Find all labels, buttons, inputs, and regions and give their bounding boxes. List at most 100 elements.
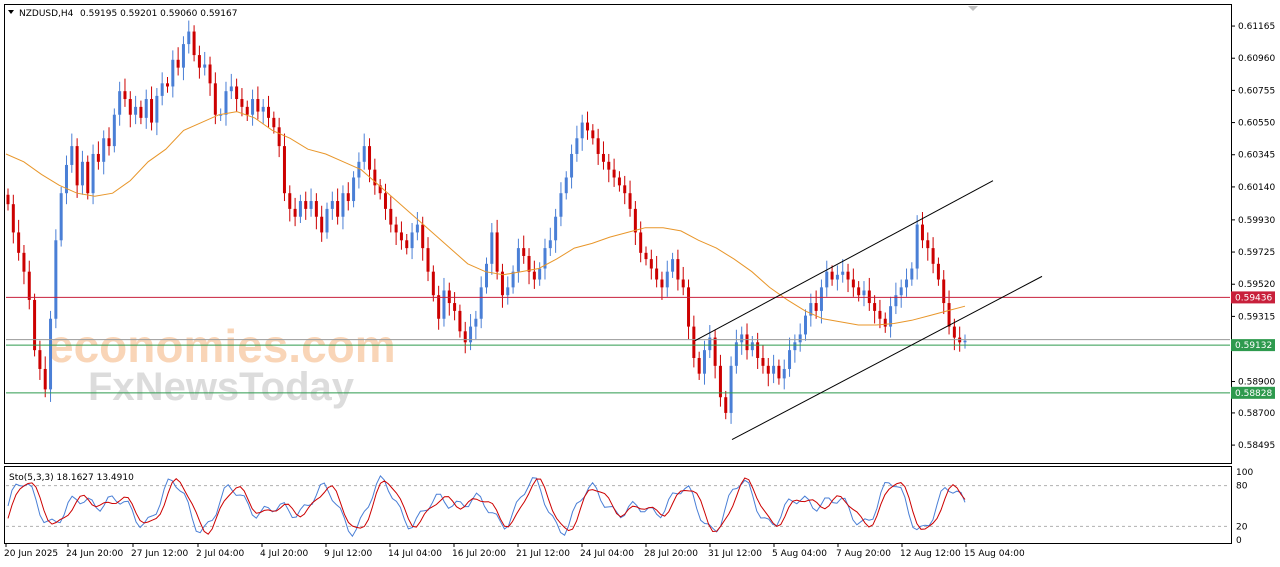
- candle-body: [724, 397, 728, 413]
- stochastic-main-line: [7, 475, 966, 538]
- candle-body: [251, 99, 255, 115]
- candle-body: [889, 306, 893, 327]
- candle-body: [830, 271, 834, 280]
- trend-channel: [694, 180, 1043, 441]
- candle-body: [293, 208, 297, 217]
- level-tag: [1231, 386, 1275, 399]
- candle-body: [500, 271, 504, 296]
- y-tick-label: 0.59725: [1238, 248, 1275, 258]
- candle-body: [718, 365, 722, 398]
- symbol-dropdown-icon[interactable]: [8, 10, 14, 14]
- candle-body: [601, 153, 605, 162]
- x-tick-label: 5 Aug 04:00: [772, 549, 827, 559]
- x-tick-label: 14 Jul 04:00: [388, 549, 442, 559]
- price-layer: [5, 20, 967, 424]
- y-tick-label: 0.58900: [1238, 378, 1275, 388]
- candle-body: [368, 146, 372, 170]
- candle-body: [777, 365, 781, 379]
- candle-body: [383, 193, 387, 209]
- candle-body: [352, 177, 356, 202]
- candle-body: [846, 271, 850, 280]
- candle-body: [160, 83, 164, 96]
- candle-body: [123, 91, 127, 100]
- candle-body: [261, 106, 265, 112]
- candle-body: [878, 310, 882, 319]
- candle-body: [772, 365, 776, 374]
- candle-body: [931, 248, 935, 264]
- candle-body: [458, 310, 462, 332]
- candle-body: [883, 318, 887, 327]
- candle-body: [389, 208, 393, 225]
- candle-body: [676, 259, 680, 280]
- candle-body: [841, 271, 845, 275]
- watermark-line2: FxNewsToday: [88, 365, 355, 409]
- candle-body: [867, 290, 871, 304]
- candle-body: [213, 83, 217, 115]
- candle-body: [91, 153, 95, 194]
- candle-body: [708, 337, 712, 351]
- candle-body: [527, 255, 531, 272]
- y-tick-label: 0.61165: [1238, 22, 1275, 32]
- candle-body: [825, 271, 829, 288]
- candle-body: [378, 185, 382, 194]
- candle-body: [942, 279, 946, 304]
- candle-body: [80, 161, 84, 186]
- candle-body: [272, 117, 276, 128]
- candle-body: [692, 326, 696, 358]
- candle-body: [43, 368, 47, 390]
- candle-body: [362, 146, 366, 162]
- candle-body: [894, 295, 898, 307]
- x-tick-label: 15 Aug 04:00: [964, 549, 1025, 559]
- candle-body: [96, 153, 100, 162]
- candle-body: [267, 106, 271, 118]
- x-axis: 20 Jun 2025 24 Jun 20:00 27 Jun 12:00 2 Jul…: [4, 543, 1025, 559]
- candle-body: [187, 31, 191, 45]
- candle-body: [633, 208, 637, 233]
- candle-body: [155, 95, 159, 123]
- candle-body: [49, 318, 53, 390]
- candle-body: [64, 164, 68, 194]
- candle-body: [607, 161, 611, 170]
- watermark-line1: economies.com: [48, 320, 396, 372]
- candle-body: [639, 232, 643, 253]
- candle-body: [309, 201, 313, 209]
- x-tick-label: 24 Jul 04:00: [580, 549, 634, 559]
- candle-body: [687, 287, 691, 327]
- scroll-marker-icon[interactable]: [968, 6, 978, 11]
- candle-body: [623, 185, 627, 194]
- candle-body: [857, 287, 861, 296]
- candle-body: [564, 177, 568, 194]
- candle-body: [697, 357, 701, 374]
- candle-body: [235, 86, 239, 100]
- candle-body: [107, 138, 111, 147]
- level-lines: 0.59436 0.59132 0.58828: [6, 291, 1275, 399]
- candle-body: [532, 271, 536, 280]
- candle-body: [17, 232, 21, 253]
- ohlc-readout: 0.59195 0.59201 0.59060 0.59167: [80, 9, 237, 19]
- candle-body: [11, 204, 15, 233]
- level-tag-label: 0.58828: [1235, 389, 1272, 399]
- candle-body: [118, 91, 122, 115]
- y-tick-label: 0.60140: [1238, 183, 1275, 193]
- candle-body: [963, 340, 967, 343]
- candle-body: [490, 232, 494, 264]
- candle-body: [915, 224, 919, 269]
- candle-body: [166, 83, 169, 87]
- candle-body: [649, 259, 653, 269]
- candle-body: [798, 334, 802, 343]
- channel-upper-line: [694, 180, 994, 342]
- candle-body: [453, 303, 457, 311]
- candle-body: [373, 169, 377, 186]
- y-tick-label: 0.59930: [1238, 216, 1275, 226]
- candle-body: [586, 122, 590, 131]
- candle-body: [192, 31, 196, 56]
- candle-body: [814, 303, 818, 311]
- candle-body: [128, 99, 132, 115]
- candle-body: [150, 99, 154, 123]
- candle-body: [197, 55, 201, 68]
- candle-body: [713, 337, 717, 366]
- candle-body: [766, 365, 770, 374]
- candle-body: [548, 240, 552, 249]
- candle-body: [75, 146, 79, 186]
